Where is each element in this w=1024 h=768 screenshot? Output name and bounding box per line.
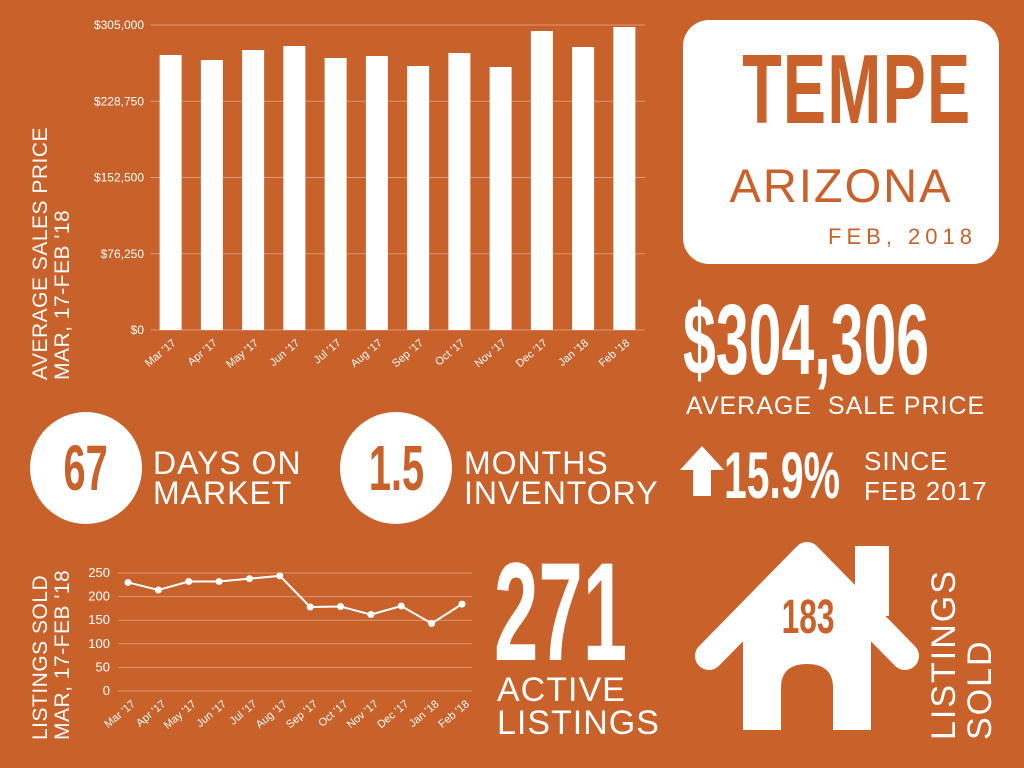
x-tick-label: Mar '17	[143, 337, 179, 370]
data-point	[458, 600, 466, 608]
y-tick-label: $76,250	[101, 247, 145, 261]
house-icon	[695, 542, 919, 730]
active-listings-line2: LISTINGS	[497, 704, 660, 742]
days-on-market-label: DAYS ON MARKET	[153, 445, 302, 511]
y-tick-label: 250	[88, 565, 110, 580]
report-date: FEB, 2018	[828, 224, 977, 249]
data-point	[276, 572, 284, 580]
bar	[365, 56, 388, 330]
x-tick-label: Jan '18	[556, 337, 591, 369]
active-listings-line1: ACTIVE	[497, 671, 626, 709]
data-point	[367, 611, 375, 619]
average-price-label: AVERAGE SALE PRICE	[686, 392, 986, 420]
x-tick-label: Apr '17	[186, 337, 220, 368]
y-tick-label: 50	[96, 659, 110, 674]
data-point	[154, 586, 162, 594]
active-listings-label: ACTIVE LISTINGS	[497, 671, 660, 742]
data-point	[306, 603, 314, 611]
bar-chart: $0 $76,250 $152,500 $228,750 $305,000 Mar '17…	[94, 18, 645, 371]
y-tick-label: 150	[88, 612, 110, 627]
y-tick-label: $152,500	[94, 171, 144, 185]
y-tick-label: 200	[88, 589, 110, 604]
days-on-market-line1: DAYS ON	[153, 445, 302, 481]
x-tick-label: Nov '17	[345, 698, 381, 731]
change-percent: 15.9%	[724, 438, 841, 512]
data-point	[397, 602, 405, 610]
bar	[572, 47, 595, 330]
bar	[159, 55, 182, 330]
days-on-market-line2: MARKET	[153, 475, 293, 511]
listings-sold-line1: LISTINGS	[925, 569, 963, 740]
x-tick-label: Sep '17	[284, 698, 320, 731]
y-tick-label: 0	[103, 683, 110, 698]
x-tick-label: Jan '18	[407, 698, 442, 730]
x-tick-label: Dec '17	[514, 337, 550, 370]
bar	[200, 60, 223, 330]
bar	[489, 67, 512, 330]
up-arrow-icon	[680, 446, 724, 496]
bar	[613, 27, 636, 330]
days-on-market-badge: 67	[30, 412, 142, 524]
x-tick-label: Oct '17	[316, 698, 350, 729]
title-box: TEMPE ARIZONA FEB, 2018	[683, 20, 999, 264]
data-point	[245, 575, 253, 583]
y-tick-label: $0	[131, 323, 145, 337]
x-tick-label: Nov '17	[473, 337, 509, 370]
active-listings-value: 271	[494, 533, 628, 690]
data-point	[185, 577, 193, 585]
x-tick-label: Feb '18	[436, 698, 472, 731]
x-tick-label: Oct '17	[433, 337, 467, 368]
state-title: ARIZONA	[729, 159, 953, 212]
change-caption-line2: FEB 2017	[864, 476, 988, 506]
days-on-market-value: 67	[63, 432, 109, 504]
data-point	[215, 577, 223, 585]
bar	[530, 31, 553, 330]
bar	[407, 66, 430, 330]
x-tick-label: Mar '17	[102, 698, 138, 731]
listings-sold-line2: SOLD	[961, 639, 999, 740]
x-tick-label: Feb '18	[597, 337, 633, 370]
series-line	[127, 574, 463, 625]
x-tick-label: May '17	[224, 337, 261, 371]
data-point	[428, 620, 436, 628]
y-tick-label: $228,750	[94, 94, 144, 108]
change-caption-line1: SINCE	[864, 446, 949, 476]
listings-sold-value: 183	[781, 591, 835, 644]
change-caption: SINCE FEB 2017	[864, 446, 988, 506]
data-point	[124, 578, 132, 586]
x-tick-label: Jun '17	[268, 337, 303, 369]
listings-sold-label: LISTINGS SOLD	[925, 569, 999, 740]
months-inventory-badge: 1.5	[340, 412, 452, 524]
bar	[242, 50, 265, 330]
x-tick-label: May '17	[162, 698, 199, 732]
x-tick-label: Jul '17	[312, 337, 344, 366]
x-tick-label: Dec '17	[375, 698, 411, 731]
months-inventory-value: 1.5	[368, 432, 424, 504]
city-title: TEMPE	[742, 34, 972, 144]
bar	[448, 53, 471, 330]
months-inventory-label: MONTHS INVENTORY	[464, 445, 659, 511]
months-inventory-line2: INVENTORY	[464, 475, 659, 511]
bar	[283, 46, 306, 330]
x-tick-label: Sep '17	[390, 337, 426, 370]
y-tick-label: 100	[88, 636, 110, 651]
x-tick-label: Jun '17	[194, 698, 229, 730]
x-tick-label: Aug '17	[254, 698, 290, 731]
average-price-value: $304,306	[683, 284, 930, 396]
bar	[324, 58, 347, 330]
x-tick-label: Aug '17	[349, 337, 385, 370]
y-tick-label: $305,000	[94, 18, 144, 32]
data-point	[337, 603, 345, 611]
months-inventory-line1: MONTHS	[464, 445, 609, 481]
